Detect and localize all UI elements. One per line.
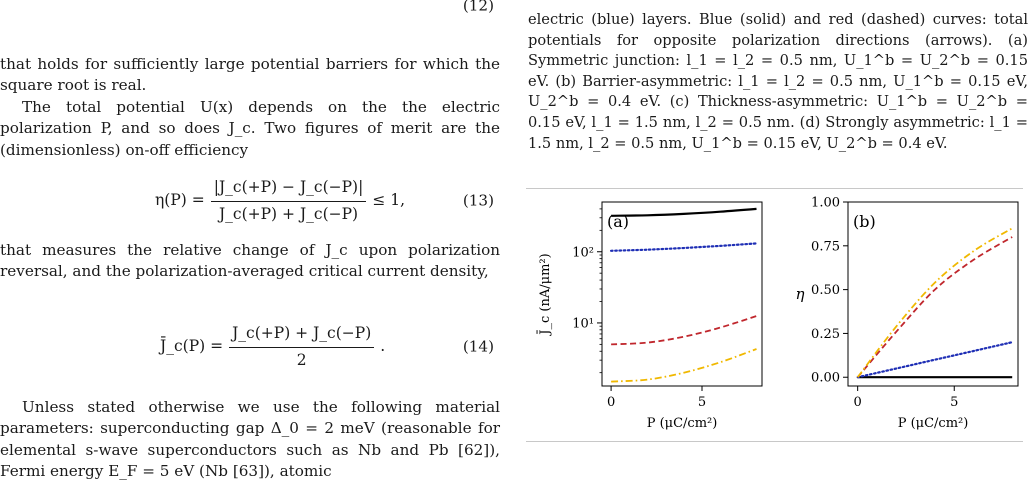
y-tick-label: 0.75	[811, 239, 840, 254]
series-line-dotted	[610, 242, 758, 252]
x-axis-label: P (μC/cm²)	[647, 416, 718, 431]
series-line-dashdot	[611, 348, 757, 383]
equation-lhs: η(P) =	[155, 191, 205, 210]
fraction-numerator: |J_c(+P) − J_c(−P)|	[210, 177, 367, 202]
figure-rule-top	[526, 188, 1023, 189]
x-tick-label: 0	[854, 395, 862, 410]
equation-number: (12)	[462, 0, 494, 15]
paragraph: that measures the relative change of J_c…	[0, 241, 500, 281]
fraction-numerator: J_c(+P) + J_c(−P)	[229, 323, 375, 348]
x-tick-label: 5	[950, 395, 958, 410]
series-line-solid	[611, 207, 757, 217]
equation-lhs: J̄_c(P) =	[160, 337, 224, 356]
chart-panel-b: 0 5 0.00 0.25 0.50 0.75 1.00 P (μC/cm²) η (b)	[796, 196, 1019, 431]
y-tick-label: 0.00	[811, 371, 840, 386]
equation-number: (13)	[462, 191, 494, 210]
series-line-dashdot	[856, 227, 1013, 378]
fraction-denominator: J_c(+P) + J_c(−P)	[218, 204, 359, 223]
paragraph: that holds for sufficiently large potent…	[0, 55, 500, 95]
paragraph: Unless stated otherwise we use the follo…	[0, 398, 500, 481]
plot-frame	[847, 201, 1019, 387]
series-line-dashed	[857, 236, 1013, 378]
chart-panel-a: 0 5 10¹ 10² P (μC/cm²) J̄_c (nA/μm²) (a)	[537, 201, 763, 431]
equation-number: (14)	[462, 337, 494, 356]
equation-rhs: ≤ 1,	[372, 191, 406, 210]
series-line-dashed	[611, 315, 757, 346]
paragraph: The total potential U(x) depends on the …	[0, 98, 500, 159]
panel-label: (a)	[607, 212, 629, 231]
x-axis-label: P (μC/cm²)	[898, 416, 969, 431]
y-axis-label: J̄_c (nA/μm²)	[537, 253, 553, 336]
fraction: J_c(+P) + J_c(−P) 2	[229, 323, 375, 371]
figure-caption: electric (blue) layers. Blue (solid) and…	[528, 11, 1028, 152]
series-line-dotted	[856, 341, 1014, 379]
equation-rhs: .	[380, 337, 386, 356]
y-tick-label: 0.25	[811, 327, 840, 342]
fraction: |J_c(+P) − J_c(−P)| J_c(+P) + J_c(−P)	[210, 177, 367, 225]
panel-label: (b)	[853, 212, 876, 231]
y-tick-label: 0.50	[811, 283, 840, 298]
fraction-denominator: 2	[296, 350, 307, 369]
figure: 0 5 10¹ 10² P (μC/cm²) J̄_c (nA/μm²) (a) 0 5 0.0…	[537, 196, 1019, 431]
y-tick-label: 10²	[572, 245, 594, 260]
figure-rule-bottom	[526, 441, 1023, 442]
y-tick-label: 1.00	[811, 196, 840, 211]
y-tick-label: 10¹	[572, 316, 594, 331]
x-tick-label: 5	[698, 395, 706, 410]
equation-13: η(P) = |J_c(+P) − J_c(−P)| J_c(+P) + J_c…	[0, 171, 500, 231]
equation-12: (12)	[0, 0, 500, 36]
plot-frame	[601, 201, 763, 387]
x-tick-label: 0	[607, 395, 615, 410]
y-axis-label: η	[796, 285, 805, 303]
equation-14: J̄_c(P) = J_c(+P) + J_c(−P) 2 . (14)	[0, 317, 500, 377]
